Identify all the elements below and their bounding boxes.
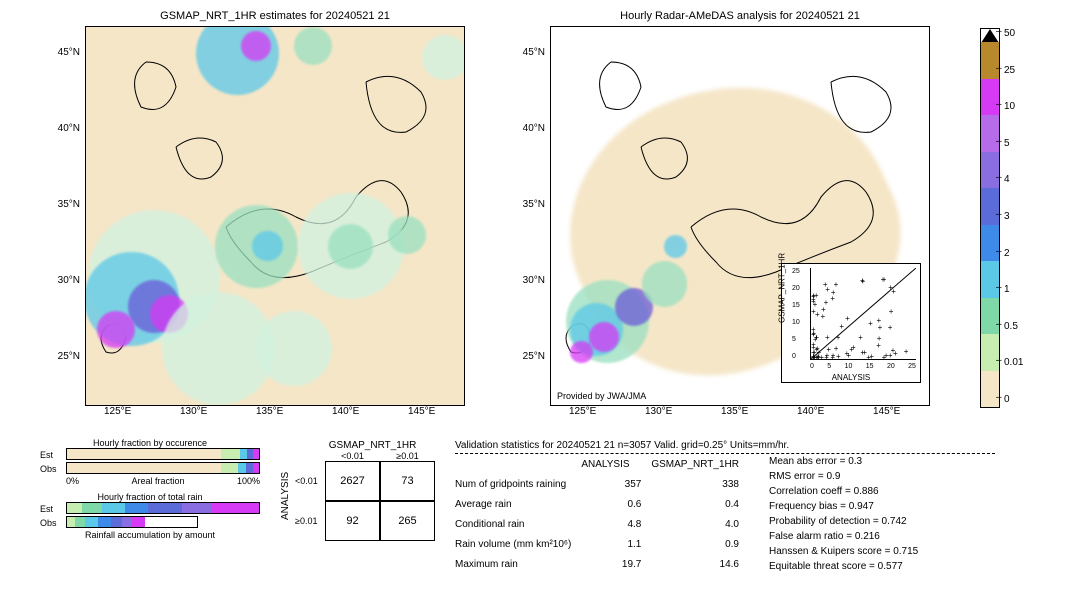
scatter-yticks: 0510152025 xyxy=(792,268,800,360)
totalrain-obs-label: Obs xyxy=(40,518,62,528)
right-map-title: Hourly Radar-AMeDAS analysis for 2024052… xyxy=(550,10,930,22)
ct-cell-01: 73 xyxy=(380,461,435,501)
scatter-inset: ++++++++++++++++++++++++++++++++++++++++… xyxy=(781,263,921,383)
left-map-title: GSMAP_NRT_1HR estimates for 20240521 21 xyxy=(85,10,465,22)
occ-axis-2: 100% xyxy=(237,476,260,486)
occurrence-est-label: Est xyxy=(40,450,62,460)
occurrence-title: Hourly fraction by occurence xyxy=(40,438,260,448)
scatter-xlabel: ANALYSIS xyxy=(782,373,920,382)
stats-right-column: Mean abs error = 0.3RMS error = 0.9Corre… xyxy=(769,454,918,574)
stats-col2: GSMAP_NRT_1HR xyxy=(651,454,749,474)
ct-cell-11: 265 xyxy=(380,501,435,541)
left-map-yticks: 25°N30°N35°N40°N45°N xyxy=(50,28,82,408)
ct-cell-10: 92 xyxy=(325,501,380,541)
colorbar-ticks: 50–25–10–5–4–3–2–1–0.5–0.01–0– xyxy=(1004,28,1040,408)
stats-table-left: ANALYSISGSMAP_NRT_1HR Num of gridpoints … xyxy=(455,454,749,574)
occurrence-axis: 0% Areal fraction 100% xyxy=(66,476,260,486)
scatter-plot-area: ++++++++++++++++++++++++++++++++++++++++… xyxy=(810,268,916,360)
contingency-row-header: ANALYSIS xyxy=(280,451,291,541)
occ-axis-1: Areal fraction xyxy=(131,476,184,486)
right-map-xticks: 125°E130°E135°E140°E145°E xyxy=(550,406,930,420)
totalrain-est-bar xyxy=(66,502,260,514)
totalrain-footer: Rainfall accumulation by amount xyxy=(40,530,260,540)
occurrence-est-bar xyxy=(66,448,260,460)
ct-col0: <0.01 xyxy=(325,451,380,461)
right-map-yticks: 25°N30°N35°N40°N45°N xyxy=(515,28,547,408)
contingency-col-header: GSMAP_NRT_1HR xyxy=(310,440,435,451)
map-attribution: Provided by JWA/JMA xyxy=(557,391,646,401)
occurrence-obs-label: Obs xyxy=(40,464,62,474)
stats-header: Validation statistics for 20240521 21 n=… xyxy=(455,440,995,454)
totalrain-title: Hourly fraction of total rain xyxy=(40,492,260,502)
ct-row0: <0.01 xyxy=(295,461,325,501)
stats-col1: ANALYSIS xyxy=(581,454,651,474)
totalrain-est-label: Est xyxy=(40,504,62,514)
right-map-container: Hourly Radar-AMeDAS analysis for 2024052… xyxy=(550,10,930,420)
ct-cell-00: 2627 xyxy=(325,461,380,501)
scatter-ylabel: GSMAP_NRT_1HR xyxy=(778,253,787,323)
right-map: ++++++++++++++++++++++++++++++++++++++++… xyxy=(550,26,930,406)
occurrence-obs-bar xyxy=(66,462,260,474)
totalrain-obs-bar xyxy=(66,516,198,528)
contingency-table: GSMAP_NRT_1HR ANALYSIS <0.01 ≥0.01 <0.01… xyxy=(280,440,435,541)
ct-col1: ≥0.01 xyxy=(380,451,435,461)
scatter-xticks: 0510152025 xyxy=(810,363,916,370)
colorbar: 50–25–10–5–4–3–2–1–0.5–0.01–0– xyxy=(980,28,1040,408)
left-map-container: GSMAP_NRT_1HR estimates for 20240521 21 … xyxy=(85,10,465,420)
occurrence-bars: Hourly fraction by occurence Est Obs 0% … xyxy=(40,438,260,540)
ct-row1: ≥0.01 xyxy=(295,501,325,541)
left-map xyxy=(85,26,465,406)
left-map-xticks: 125°E130°E135°E140°E145°E xyxy=(85,406,465,420)
occ-axis-0: 0% xyxy=(66,476,79,486)
validation-stats: Validation statistics for 20240521 21 n=… xyxy=(455,440,995,574)
